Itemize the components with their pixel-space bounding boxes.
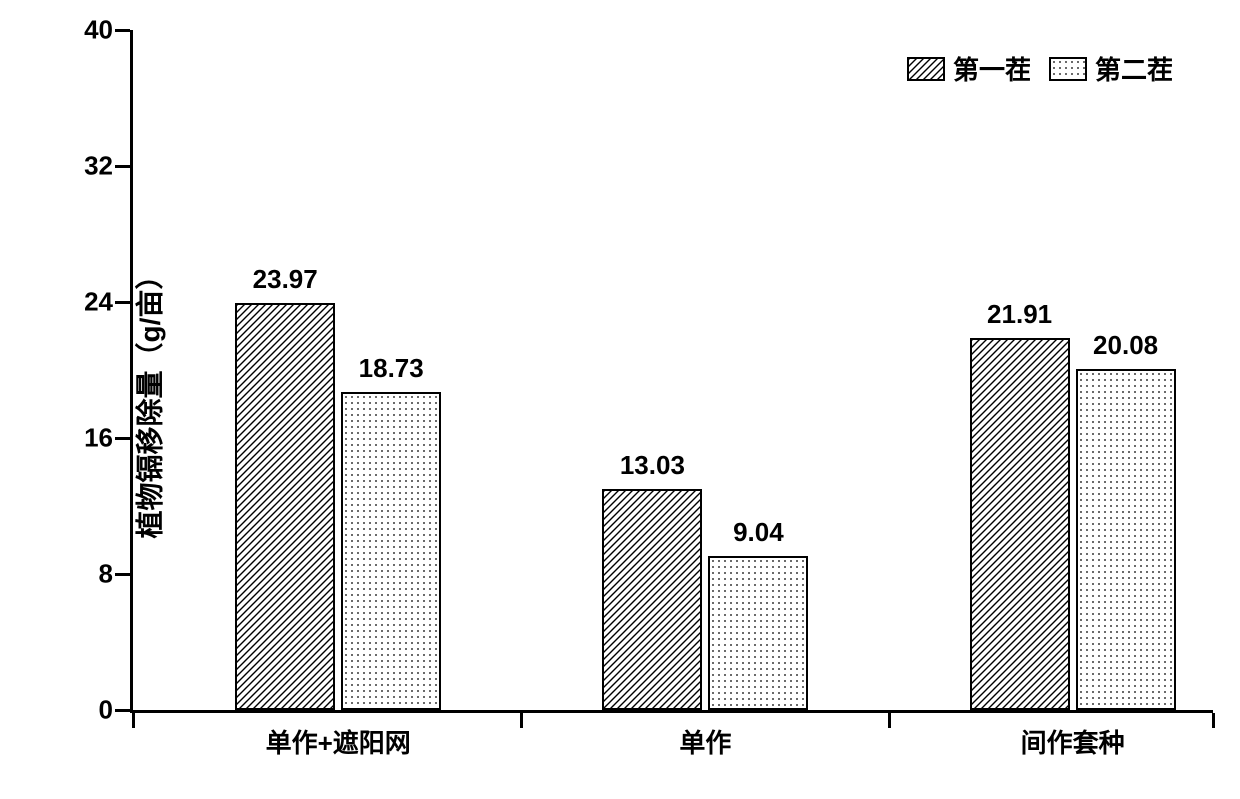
bar — [1076, 369, 1176, 710]
legend-label: 第二茬 — [1095, 50, 1173, 87]
y-tick — [115, 709, 130, 712]
y-tick — [115, 29, 130, 32]
y-tick-label: 40 — [73, 15, 113, 46]
bar-value-label: 9.04 — [733, 517, 784, 548]
legend-item: 第一茬 — [907, 50, 1031, 87]
legend-item: 第二茬 — [1049, 50, 1173, 87]
y-tick — [115, 437, 130, 440]
legend-label: 第一茬 — [953, 50, 1031, 87]
x-tick-label: 单作+遮阳网 — [266, 723, 411, 760]
bar-value-label: 18.73 — [359, 353, 424, 384]
y-tick-label: 8 — [73, 559, 113, 590]
y-tick-label: 16 — [73, 423, 113, 454]
bar — [970, 338, 1070, 710]
bar-value-label: 20.08 — [1093, 330, 1158, 361]
x-tick — [1212, 713, 1215, 728]
y-tick-label: 32 — [73, 151, 113, 182]
chart-container: 植物镉移除量（g/亩） 第一茬第二茬 081624324023.9718.73单… — [0, 0, 1240, 799]
bar-value-label: 23.97 — [253, 264, 318, 295]
y-tick — [115, 573, 130, 576]
bar — [235, 303, 335, 710]
x-tick — [520, 713, 523, 728]
bar — [602, 489, 702, 711]
x-tick — [888, 713, 891, 728]
x-tick — [132, 713, 135, 728]
y-tick-label: 24 — [73, 287, 113, 318]
legend-swatch — [1049, 57, 1087, 81]
y-tick-label: 0 — [73, 695, 113, 726]
legend: 第一茬 第二茬 — [907, 50, 1173, 87]
bar — [708, 556, 808, 710]
y-tick — [115, 165, 130, 168]
plot-area: 第一茬第二茬 081624324023.9718.73单作+遮阳网13.039.… — [130, 30, 1213, 713]
x-tick-label: 单作 — [679, 723, 731, 760]
bar — [341, 392, 441, 710]
bar-value-label: 21.91 — [987, 299, 1052, 330]
bar-value-label: 13.03 — [620, 450, 685, 481]
y-tick — [115, 301, 130, 304]
legend-swatch — [907, 57, 945, 81]
x-tick-label: 间作套种 — [1021, 723, 1125, 760]
